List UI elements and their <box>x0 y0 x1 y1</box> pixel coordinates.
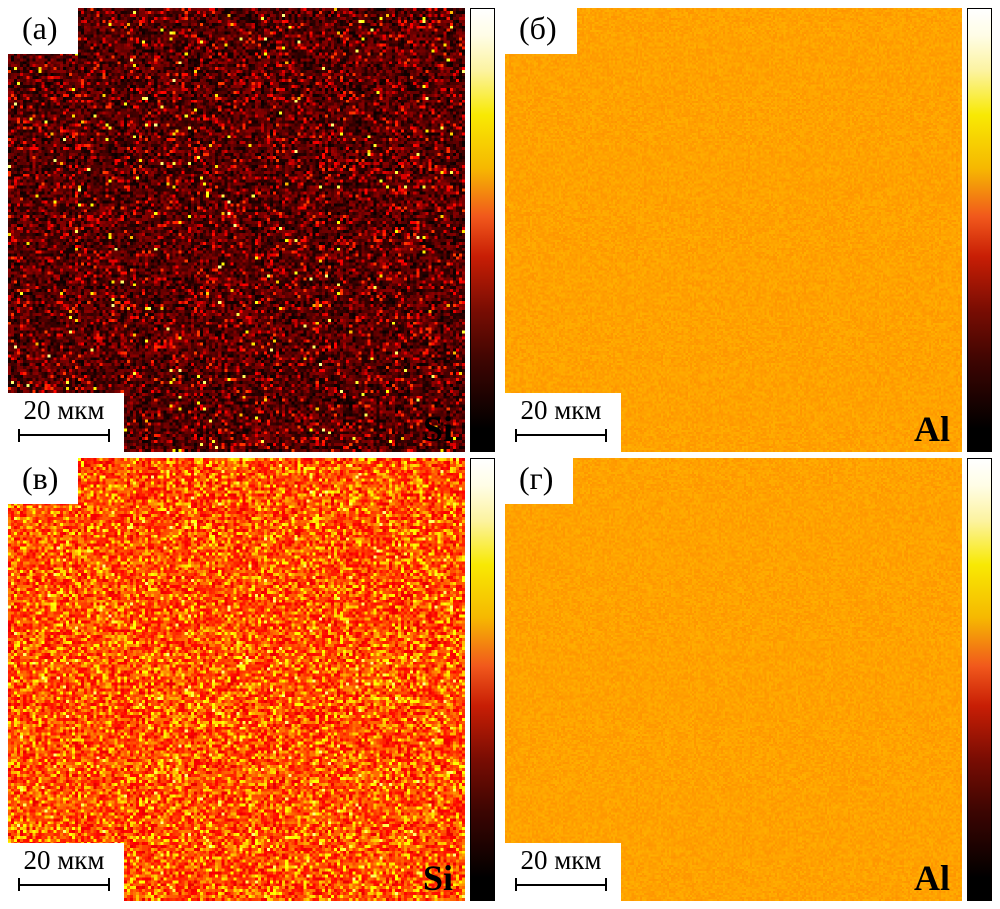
al-map-canvas <box>505 457 962 901</box>
panel-label: (а) <box>8 8 78 55</box>
panel-a: (а) 20 мкм Si <box>8 8 495 452</box>
si-map-canvas <box>8 8 465 452</box>
si-map-canvas <box>8 457 465 901</box>
panel-b: (б) 20 мкм Al <box>505 8 992 452</box>
scalebar-label: 20 мкм <box>23 844 105 875</box>
panel-label: (в) <box>8 457 79 504</box>
scalebar-label: 20 мкм <box>520 844 602 875</box>
element-label: Al <box>914 858 950 898</box>
hot-colorbar <box>967 8 992 452</box>
panel-b-map: (б) 20 мкм Al <box>505 8 962 452</box>
scalebar: 20 мкм <box>8 842 124 901</box>
panel-g-map: (г) 20 мкм Al <box>505 457 962 901</box>
al-map-canvas <box>505 8 962 452</box>
panel-a-map: (а) 20 мкм Si <box>8 8 465 452</box>
scalebar-line <box>515 878 607 891</box>
panel-label: (г) <box>505 457 574 504</box>
scalebar: 20 мкм <box>8 393 124 452</box>
hot-colorbar <box>470 8 495 452</box>
scalebar-line-mid <box>517 883 605 886</box>
panel-v: (в) 20 мкм Si <box>8 457 495 901</box>
element-label: Si <box>422 858 453 898</box>
scalebar: 20 мкм <box>505 842 621 901</box>
panel-g: (г) 20 мкм Al <box>505 457 992 901</box>
scalebar-label: 20 мкм <box>520 395 602 426</box>
hot-colorbar <box>470 457 495 901</box>
scalebar: 20 мкм <box>505 393 621 452</box>
scalebar-label: 20 мкм <box>23 395 105 426</box>
element-label: Si <box>422 408 453 449</box>
element-label: Al <box>914 408 950 449</box>
scalebar-line-mid <box>517 434 605 436</box>
hot-colorbar <box>967 457 992 901</box>
scalebar-line-mid <box>20 883 108 886</box>
panel-label: (б) <box>505 8 577 55</box>
panel-v-map: (в) 20 мкм Si <box>8 457 465 901</box>
scalebar-line <box>18 878 110 891</box>
scalebar-line <box>515 428 607 442</box>
scalebar-line-mid <box>20 434 108 436</box>
scalebar-line <box>18 428 110 442</box>
